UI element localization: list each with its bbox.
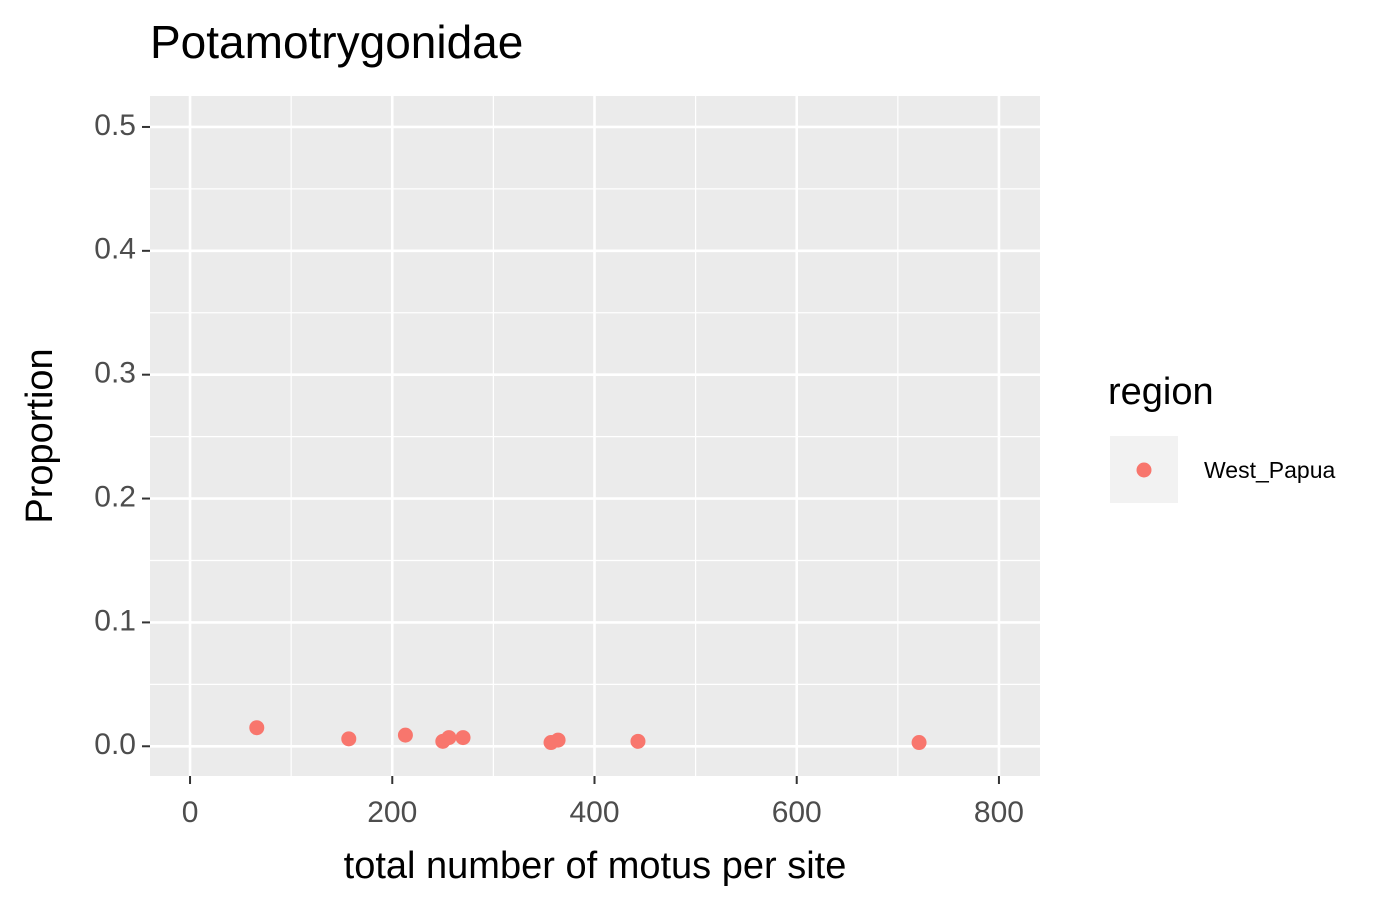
y-tick-label: 0.1 xyxy=(94,604,136,637)
x-tick-label: 600 xyxy=(772,796,822,829)
chart-title: Potamotrygonidae xyxy=(150,16,523,68)
legend-title: region xyxy=(1108,371,1214,413)
y-tick-label: 0.3 xyxy=(94,357,136,390)
data-point xyxy=(341,731,357,747)
x-tick-label: 0 xyxy=(182,796,199,829)
x-tick-label: 400 xyxy=(569,796,619,829)
y-tick-label: 0.4 xyxy=(94,233,136,266)
x-axis-title: total number of motus per site xyxy=(344,845,847,887)
legend-marker xyxy=(1136,462,1152,478)
data-point xyxy=(249,720,265,736)
data-point xyxy=(550,732,566,748)
y-tick-label: 0.0 xyxy=(94,728,136,761)
y-tick-label: 0.2 xyxy=(94,480,136,513)
data-point xyxy=(441,730,457,746)
x-tick-label: 800 xyxy=(974,796,1024,829)
data-point xyxy=(630,733,646,749)
data-point xyxy=(455,730,471,746)
legend-label: West_Papua xyxy=(1204,457,1335,483)
x-tick-label: 200 xyxy=(367,796,417,829)
data-point xyxy=(397,727,413,743)
y-tick-label: 0.5 xyxy=(94,109,136,142)
data-point xyxy=(911,735,927,751)
y-axis-title: Proportion xyxy=(19,348,61,523)
